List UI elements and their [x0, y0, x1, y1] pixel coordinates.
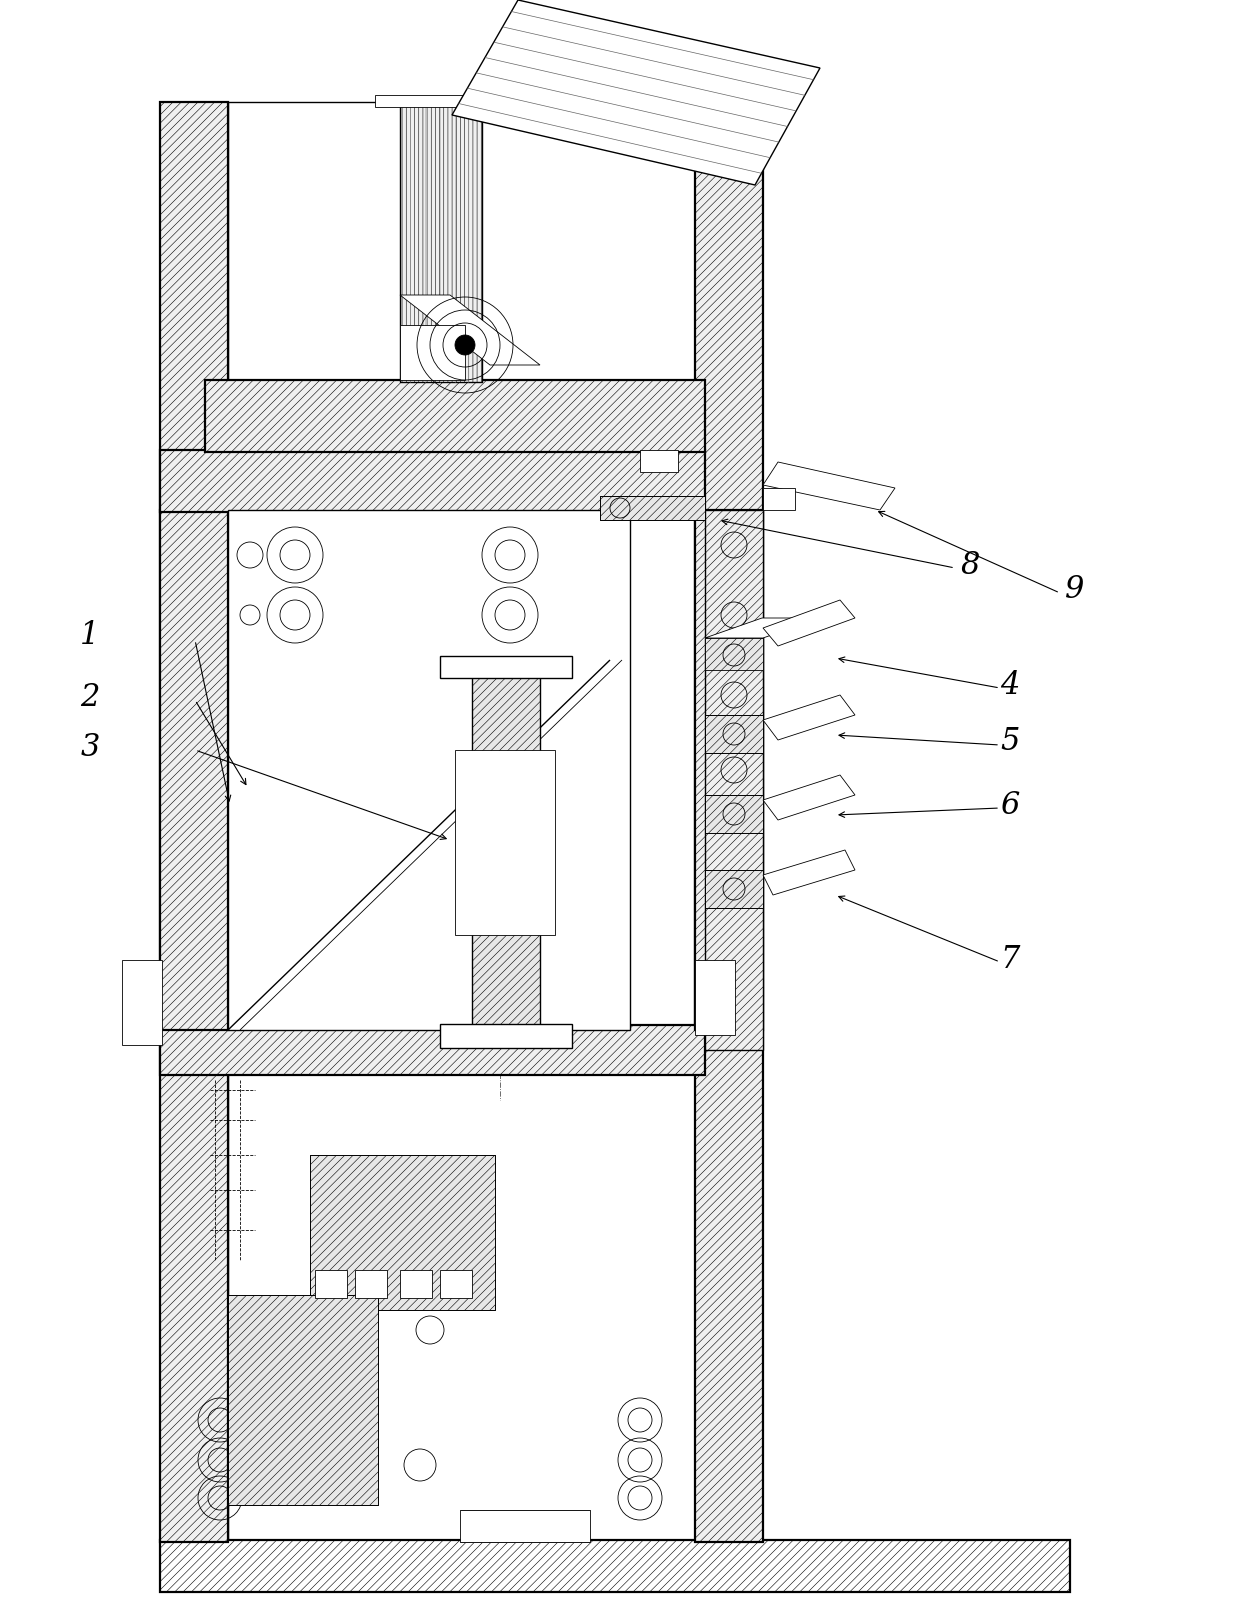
- Text: 7: 7: [1001, 945, 1019, 976]
- Bar: [374, 95, 507, 107]
- Bar: [706, 714, 763, 753]
- Bar: [472, 660, 539, 1028]
- Bar: [355, 1270, 387, 1298]
- Bar: [440, 655, 572, 678]
- Bar: [440, 1024, 572, 1048]
- Bar: [401, 1270, 432, 1298]
- Bar: [160, 1540, 1070, 1592]
- Bar: [160, 1025, 706, 1075]
- Bar: [706, 870, 763, 908]
- Circle shape: [455, 335, 475, 356]
- Bar: [706, 714, 763, 753]
- Text: 9: 9: [1065, 575, 1085, 606]
- Polygon shape: [763, 775, 856, 820]
- Bar: [160, 103, 228, 1543]
- Text: 2: 2: [81, 682, 99, 713]
- Bar: [160, 509, 228, 1030]
- Bar: [763, 489, 795, 509]
- Bar: [310, 1155, 495, 1310]
- Bar: [315, 1270, 347, 1298]
- Polygon shape: [763, 851, 856, 896]
- Bar: [401, 103, 482, 381]
- Bar: [600, 497, 706, 521]
- Bar: [228, 1294, 378, 1504]
- Polygon shape: [401, 295, 539, 365]
- Bar: [160, 450, 706, 513]
- Bar: [160, 1540, 1070, 1592]
- Polygon shape: [763, 461, 895, 509]
- Bar: [706, 509, 763, 1049]
- Bar: [160, 450, 706, 513]
- Bar: [472, 660, 539, 1028]
- Bar: [205, 380, 706, 452]
- Bar: [694, 103, 763, 1543]
- Bar: [228, 509, 630, 1030]
- Polygon shape: [453, 0, 820, 184]
- Bar: [122, 960, 162, 1045]
- Bar: [401, 325, 465, 380]
- Bar: [706, 509, 763, 1049]
- Text: 4: 4: [1001, 670, 1019, 700]
- Bar: [694, 509, 763, 1030]
- Bar: [228, 1294, 378, 1504]
- Text: 3: 3: [81, 732, 99, 764]
- Bar: [401, 103, 482, 381]
- Bar: [706, 795, 763, 833]
- Polygon shape: [763, 695, 856, 740]
- Bar: [694, 103, 763, 1543]
- Bar: [600, 497, 706, 521]
- Bar: [205, 380, 706, 452]
- Bar: [228, 103, 694, 1543]
- Bar: [706, 638, 763, 670]
- Polygon shape: [706, 618, 820, 638]
- Text: 8: 8: [960, 549, 980, 580]
- Bar: [440, 1270, 472, 1298]
- Text: 5: 5: [1001, 726, 1019, 758]
- Bar: [706, 870, 763, 908]
- Bar: [455, 750, 556, 936]
- Bar: [460, 1511, 590, 1543]
- Bar: [694, 509, 763, 1030]
- Bar: [694, 960, 735, 1035]
- Text: 6: 6: [1001, 790, 1019, 822]
- Bar: [310, 1155, 495, 1310]
- Bar: [706, 795, 763, 833]
- Bar: [160, 1025, 706, 1075]
- Bar: [640, 450, 678, 473]
- Bar: [160, 103, 228, 1543]
- Polygon shape: [763, 601, 856, 646]
- Text: 1: 1: [81, 620, 99, 650]
- Bar: [160, 509, 228, 1030]
